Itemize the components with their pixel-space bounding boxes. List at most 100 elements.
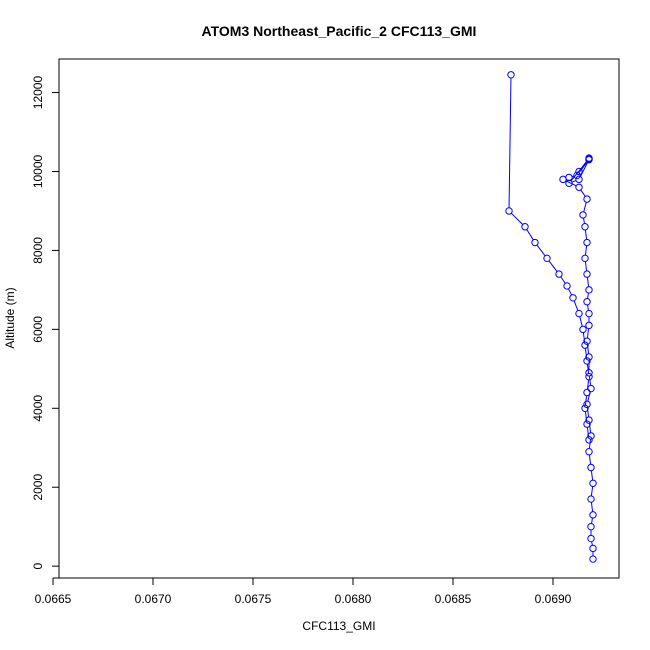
series-segment: [583, 217, 585, 224]
series-segment: [587, 292, 589, 299]
series-segment: [582, 332, 586, 343]
series-segment: [565, 180, 577, 187]
series-segment: [548, 260, 558, 272]
series-segment: [573, 300, 579, 311]
data-point: [543, 254, 551, 263]
series-segment: [571, 180, 577, 183]
x-tick-label: 0.0680: [335, 592, 372, 606]
x-tick-label: 0.0665: [35, 592, 72, 606]
data-point: [585, 373, 593, 381]
data-point: [583, 238, 591, 247]
data-point: [587, 522, 595, 531]
series-segment: [584, 245, 588, 256]
data-point: [559, 175, 567, 184]
y-tick-label: 10000: [31, 154, 45, 188]
series-segment: [591, 541, 593, 546]
y-tick-label: 6000: [31, 316, 45, 343]
data-point: [579, 211, 587, 219]
series-lines: [508, 77, 594, 556]
data-point: [575, 175, 583, 184]
chart-title: ATOM3 Northeast_Pacific_2 CFC113_GMI: [202, 23, 477, 39]
series-segment: [588, 423, 592, 433]
x-tick-label: 0.0685: [435, 592, 472, 606]
y-tick-label: 4000: [31, 395, 45, 422]
series-segment: [579, 316, 583, 327]
data-point: [581, 223, 589, 231]
data-point: [563, 282, 571, 290]
series-segment: [590, 470, 594, 481]
x-tick-label: 0.0690: [535, 592, 572, 606]
x-tick-label: 0.0675: [235, 592, 272, 606]
data-point: [575, 309, 583, 318]
series-segment: [536, 244, 546, 257]
series-segment: [590, 486, 594, 496]
data-point: [583, 270, 591, 278]
series-segment: [586, 364, 590, 374]
data-point: [575, 167, 583, 176]
series-segment: [591, 517, 593, 524]
plot-frame: [58, 58, 620, 579]
data-point: [583, 388, 591, 397]
series-segment: [584, 348, 588, 358]
data-point: [579, 325, 587, 334]
data-point: [585, 154, 593, 162]
series-segment: [580, 189, 586, 197]
data-point: [583, 420, 591, 428]
data-point: [587, 463, 595, 472]
data-point: [583, 337, 591, 345]
data-point: [583, 357, 591, 365]
series-segment: [588, 439, 592, 449]
data-point: [585, 448, 593, 456]
data-point: [521, 223, 529, 231]
data-point: [587, 384, 595, 393]
series-segment: [583, 202, 587, 212]
data-point: [583, 298, 591, 306]
data-point: [589, 479, 597, 487]
series-segment: [590, 502, 594, 512]
data-point: [555, 270, 563, 278]
series-segment: [568, 288, 572, 296]
data-point: [583, 400, 591, 409]
data-point: [585, 369, 593, 377]
data-point: [507, 71, 515, 79]
series-segment: [578, 161, 588, 174]
series-segment: [586, 344, 590, 354]
y-tick-label: 0: [31, 563, 45, 570]
y-tick-label: 2000: [31, 474, 45, 501]
data-point: [565, 179, 573, 188]
series-segment: [510, 212, 524, 225]
series-segment: [584, 411, 588, 421]
y-tick-label: 8000: [31, 237, 45, 264]
data-point: [585, 353, 593, 361]
data-point: [581, 254, 589, 263]
x-axis: 0.0665 0.0670 0.0675 0.0680 0.0685 0.0690: [35, 577, 572, 606]
y-axis-label: Altitude (m): [3, 287, 17, 348]
data-point: [569, 294, 577, 302]
x-tick-label: 0.0670: [135, 592, 172, 606]
series-segment: [587, 304, 589, 311]
data-point: [581, 404, 589, 412]
series-segment: [580, 162, 588, 177]
series-segment: [584, 229, 588, 240]
data-point: [589, 511, 597, 519]
series-segment: [588, 375, 592, 386]
data-point: [585, 416, 593, 424]
series-points: [505, 71, 597, 563]
data-point: [587, 534, 595, 543]
data-point: [583, 195, 591, 203]
series-segment: [526, 229, 534, 241]
series-segment: [584, 395, 588, 406]
series-segment: [508, 77, 512, 208]
series-segment: [586, 328, 590, 339]
data-point: [585, 321, 593, 330]
series-segment: [586, 277, 590, 287]
data-point: [581, 341, 589, 349]
series-segment: [560, 276, 566, 284]
data-point: [585, 436, 593, 444]
data-point: [589, 544, 597, 553]
y-axis: 0 2000 4000 6000 8000 10000 12000: [31, 76, 60, 570]
data-point: [585, 309, 593, 318]
x-axis-label: CFC113_GMI: [302, 619, 375, 633]
